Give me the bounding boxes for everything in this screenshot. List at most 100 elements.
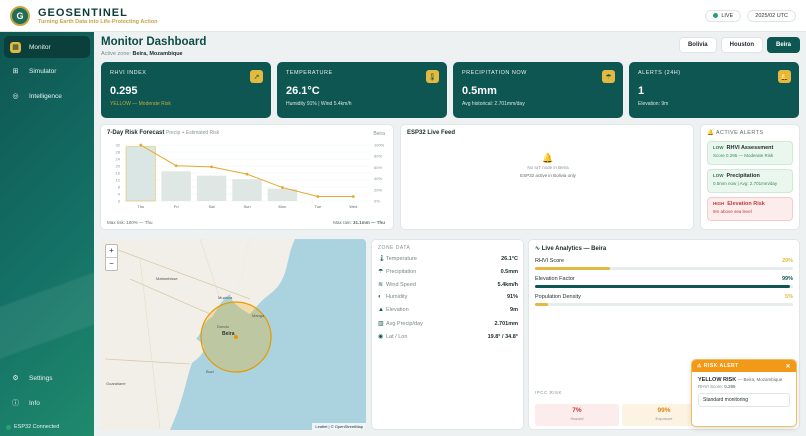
alerts-title: 🔔 ACTIVE ALERTS	[707, 130, 764, 136]
analytics-bar	[535, 285, 791, 288]
thermometer-icon: 🌡	[378, 256, 386, 262]
tab-houston[interactable]: Houston	[720, 37, 763, 53]
y-tick-label: 20	[116, 164, 121, 169]
ipcc-exposure: 99% Exposure	[622, 404, 706, 426]
droplet-icon: ◐	[378, 294, 382, 300]
thermometer-icon: 🌡	[426, 70, 439, 83]
pin-icon: ◉	[378, 334, 384, 340]
analytics-title: ∿ Live Analytics — Beira	[535, 246, 607, 252]
y2-tick-label: 100%	[374, 143, 385, 148]
gear-icon: ⚙	[12, 375, 19, 382]
x-tick-label: Fri	[174, 204, 179, 209]
y-tick-label: 4	[118, 192, 121, 197]
sidebar-item-intelligence[interactable]: ◎ Intelligence	[4, 85, 90, 107]
geosentinel-logo: G	[10, 5, 30, 26]
zoom-controls: + −	[105, 244, 118, 271]
forecast-max-rain: Max rain: 31.1mm — Thu	[333, 220, 385, 225]
active-zone: Active zone: Beira, Mozambique	[101, 51, 183, 57]
sidebar-item-info[interactable]: ⓘ Info	[12, 399, 40, 408]
zone-row-avg-precip: ▥ Avg Precip/day 2.701mm	[378, 320, 518, 328]
y-tick-label: 0	[118, 199, 121, 204]
map-label: Muanza	[218, 295, 233, 300]
x-tick-label: Mon	[279, 204, 287, 209]
risk-point	[351, 195, 355, 198]
active-alerts-panel: 🔔 ACTIVE ALERTS LOW RHVI Assessment Score…	[700, 124, 800, 230]
bell-icon: 🔔	[542, 153, 554, 163]
feed-empty-text: No IoT node in Beira	[527, 165, 569, 170]
x-tick-label: Sun	[243, 204, 250, 209]
x-tick-label: Wed	[349, 204, 357, 209]
y2-tick-label: 40%	[374, 176, 382, 181]
bar	[232, 179, 262, 201]
risk-alert-toast: ⚠ RISK ALERT ✕ YELLOW RISK — Beira, Mozam…	[691, 359, 797, 427]
y2-tick-label: 0%	[374, 199, 380, 204]
risk-point	[245, 172, 249, 176]
x-tick-label: Sat	[209, 204, 216, 209]
sidebar-item-settings[interactable]: ⚙ Settings	[4, 367, 90, 389]
sidebar-decoration	[0, 216, 94, 396]
zoom-in-button[interactable]: +	[106, 245, 117, 258]
esp32-feed-panel: ESP32 Live Feed 🔔 No IoT node in Beira E…	[400, 124, 694, 230]
alert-item[interactable]: LOW Precipitation 0.5mm now | Avg: 2.701m…	[707, 169, 793, 193]
zone-data-title: ZONE DATA	[378, 245, 411, 251]
toast-level: YELLOW RISK — Beira, Mozambique	[698, 377, 783, 383]
analytics-bar	[535, 303, 548, 306]
info-icon: ⓘ	[12, 400, 19, 407]
page-title: Monitor Dashboard	[101, 36, 207, 48]
analytics-bar	[535, 267, 610, 270]
alert-item[interactable]: HIGH Elevation Risk 9m above sea level	[707, 197, 793, 221]
sliders-icon: ⊞	[12, 68, 19, 75]
close-icon[interactable]: ✕	[785, 363, 791, 370]
card-alerts: ALERTS (24H) 1 Elevation: 9m 🔔	[629, 62, 799, 118]
bar	[125, 146, 156, 202]
live-badge: LIVE	[705, 9, 742, 22]
risk-point	[139, 143, 143, 147]
sidebar-item-simulator[interactable]: ⊞ Simulator	[4, 60, 90, 82]
location-tabs: Bolivia Houston Beira	[678, 37, 800, 53]
main-content: Monitor Dashboard Active zone: Beira, Mo…	[94, 32, 806, 436]
warning-icon: ⚠	[697, 363, 702, 369]
card-temperature: TEMPERATURE 26.1°C Humidity 91% | Wind 5…	[277, 62, 447, 118]
top-bar: G GEOSENTINEL Turning Earth Data into Li…	[0, 0, 806, 32]
forecast-max-risk: Max risk: 100% — Thu	[107, 220, 153, 225]
y-tick-label: 12	[116, 178, 121, 183]
card-precipitation: PRECIPITATION NOW 0.5mm Avg historical: …	[453, 62, 623, 118]
forecast-subtitle: Precip + Estimated Risk	[166, 130, 220, 136]
forecast-title: 7-Day Risk Forecast	[107, 130, 165, 136]
map-attribution[interactable]: Leaflet | © OpenStreetMap	[312, 423, 366, 430]
zone-row-elevation: ▲ Elevation 9m	[378, 307, 518, 313]
map-label: Mafambisse	[156, 276, 178, 281]
grid-icon: ▦	[10, 41, 21, 53]
app-name: GEOSENTINEL	[38, 6, 128, 19]
tab-bolivia[interactable]: Bolivia	[678, 37, 717, 53]
zone-data-panel: ZONE DATA 🌡 Temperature 26.1°C ☂ Precipitat…	[371, 239, 524, 430]
alert-item[interactable]: LOW RHVI Assessment Score 0.295 — Moderat…	[707, 141, 793, 165]
zoom-out-button[interactable]: −	[109, 259, 114, 268]
mountain-icon: ▲	[378, 307, 384, 313]
rain-icon: ☂	[378, 269, 384, 275]
analytics-rhvi: RHVI Score 29%	[535, 258, 793, 270]
forecast-panel: 7-Day Risk Forecast Precip + Estimated R…	[100, 124, 394, 230]
esp32-status: ESP32 Connected	[6, 424, 59, 430]
x-tick-label: Tue	[314, 204, 322, 209]
standard-monitoring-button[interactable]: Standard monitoring	[698, 393, 790, 407]
y-tick-label: 32	[116, 143, 121, 148]
risk-point	[174, 164, 178, 168]
sidebar-item-monitor[interactable]: ▦ Monitor	[4, 36, 90, 58]
forecast-location: Beira	[373, 131, 385, 137]
y-tick-label: 24	[116, 157, 121, 162]
map-label: Beira	[222, 331, 235, 337]
feed-empty-subtext: ESP32 active in Bolivia only	[520, 173, 576, 178]
map-label: Guaraliane	[106, 381, 126, 386]
y-tick-label: 8	[118, 185, 121, 190]
risk-point	[316, 195, 320, 198]
brain-icon: ◎	[12, 93, 19, 100]
card-rhvi: RHVI INDEX 0.295 YELLOW — Moderate Risk …	[101, 62, 271, 118]
zone-row-humidity: ◐ Humidity 91%	[378, 294, 518, 300]
trend-icon: ↗	[250, 70, 263, 83]
map-label: Manga	[252, 313, 265, 318]
tab-beira[interactable]: Beira	[766, 37, 800, 53]
bar	[196, 175, 227, 201]
ipcc-title: IPCC RISK	[535, 390, 563, 395]
map[interactable]: Mafambisse Muanza Dondo Beira Manga Buzi…	[100, 239, 366, 430]
